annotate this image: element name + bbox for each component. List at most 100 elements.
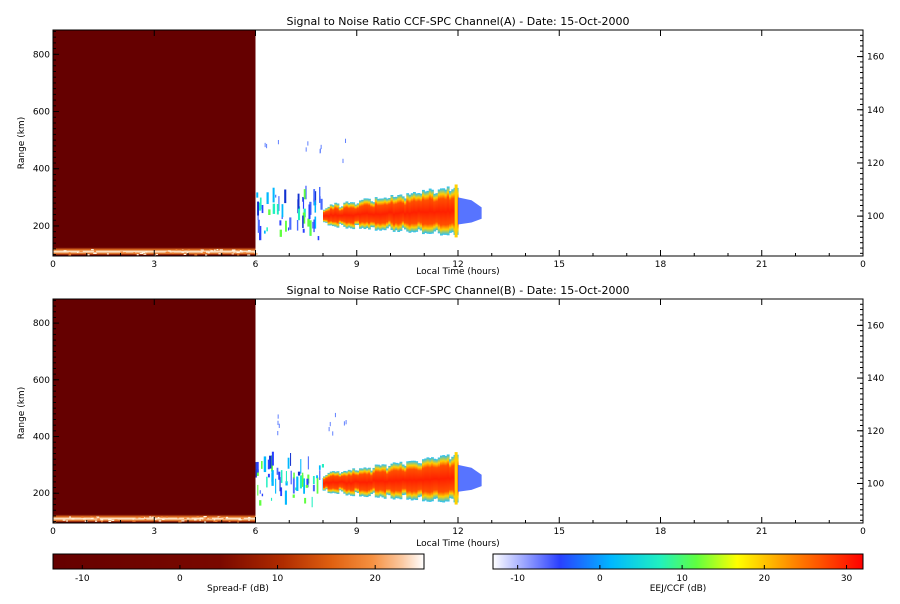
main-echo-column [399, 461, 403, 500]
spread-f-speckle [136, 254, 139, 256]
scatter-echo-mark [276, 204, 279, 215]
x-tick-label: 3 [151, 260, 157, 270]
scatter-echo-mark [316, 475, 318, 479]
main-echo-column [395, 462, 398, 499]
y-left-tick-label: 600 [33, 376, 50, 386]
scatter-echo-mark [263, 230, 266, 234]
main-echo-column [390, 195, 394, 230]
colorbar-tick-label: 0 [177, 574, 183, 584]
main-echo-column [363, 198, 367, 230]
spread-f-speckle [203, 518, 207, 520]
spread-f-speckle [93, 252, 97, 254]
main-echo-column [444, 455, 448, 502]
main-echo-column [410, 193, 414, 232]
x-tick-label: 21 [756, 260, 767, 270]
main-echo-column [408, 460, 412, 500]
spread-f-speckle [136, 252, 139, 254]
panel-b-title: Signal to Noise Ratio CCF-SPC Channel(B)… [286, 284, 629, 297]
scatter-echo-high [277, 420, 279, 426]
main-echo-column [329, 204, 333, 226]
colorbar-tick-label: 0 [597, 574, 603, 584]
scatter-echo-high [319, 149, 321, 154]
spread-f-speckle [160, 516, 163, 518]
spread-f-speckle [209, 517, 213, 519]
scatter-echo-mark [271, 451, 274, 466]
scatter-echo-high [305, 147, 307, 152]
spread-f-speckle [111, 519, 115, 521]
main-echo-column [422, 459, 425, 502]
main-echo-column [368, 467, 371, 497]
spread-f-region [53, 30, 256, 256]
spread-f-speckle [207, 252, 210, 254]
x-tick-label: 3 [151, 527, 157, 537]
main-echo-column [383, 464, 387, 499]
scatter-echo-mark [299, 475, 302, 489]
main-echo-column [350, 470, 353, 496]
scatter-echo-high [277, 139, 279, 145]
scatter-echo-mark [290, 470, 292, 485]
spread-f-speckle [76, 251, 79, 253]
spread-f-speckle [231, 253, 234, 255]
scatter-echo-high [328, 426, 330, 432]
main-echo-column [381, 464, 385, 498]
main-echo-column [370, 201, 374, 228]
x-tick-label: 12 [452, 527, 463, 537]
spread-f-speckle [226, 516, 229, 519]
spread-f-speckle [247, 249, 251, 252]
scatter-echo-mark [259, 500, 262, 506]
spread-f-speckle [84, 520, 88, 522]
main-echo-column [368, 198, 371, 230]
main-echo-column [406, 461, 410, 500]
scatter-echo-mark [266, 227, 268, 232]
scatter-echo-mark [270, 497, 273, 501]
spread-f-speckle [181, 251, 184, 253]
colorbar-eej-ccf: -10 0 10 20 30 EEJ/CCF (dB) [492, 553, 864, 594]
spread-f-speckle [93, 250, 96, 252]
scatter-echo-mark [278, 196, 280, 211]
scatter-echo-mark [311, 496, 313, 508]
main-echo-column [352, 202, 356, 230]
spread-f-speckle [237, 521, 240, 523]
spread-f-speckle [201, 252, 205, 254]
main-echo-column [413, 460, 416, 500]
scatter-echo-mark [301, 472, 304, 487]
scatter-echo-high [334, 412, 336, 418]
spread-f-speckle [183, 253, 187, 255]
main-echo-column [437, 189, 441, 234]
spread-f-speckle [184, 517, 187, 519]
spread-f-speckle [123, 252, 126, 254]
main-echo-column [392, 462, 396, 500]
main-echo-column [433, 193, 437, 232]
colorbar-spread-f-gradient [52, 553, 425, 570]
spread-f-speckle [248, 519, 250, 521]
y-right-tick-label: 120 [867, 159, 884, 169]
main-echo-column [386, 198, 389, 229]
spread-f-speckle [189, 517, 192, 519]
scatter-echo-mark [287, 227, 290, 231]
main-echo-column [332, 471, 335, 493]
main-echo-column [365, 198, 369, 229]
spread-f-speckle [114, 519, 118, 521]
scatter-echo-mark [256, 461, 259, 473]
spread-f-speckle [132, 518, 135, 520]
main-echo-column [327, 206, 331, 226]
scatter-echo-mark [302, 197, 305, 209]
x-tick-label: 0 [860, 527, 866, 537]
scatter-echo-mark [261, 204, 264, 214]
main-echo-column [426, 190, 430, 234]
main-echo-column [446, 186, 450, 236]
spread-f-speckle [79, 250, 83, 252]
spread-f-speckle [193, 519, 197, 521]
main-echo-column [435, 459, 439, 499]
colorbar-tick-label: -10 [510, 574, 525, 584]
x-tick-label: 21 [756, 527, 767, 537]
spread-f-speckle [66, 520, 68, 522]
spread-f-speckle [97, 518, 100, 520]
spread-f-speckle [149, 516, 152, 518]
spread-f-speckle [81, 516, 84, 518]
spread-f-speckle [239, 249, 242, 252]
spread-f-speckle [158, 520, 162, 522]
main-echo-column [379, 198, 383, 231]
main-echo-column [431, 457, 434, 502]
scatter-echo-mark [261, 493, 264, 497]
